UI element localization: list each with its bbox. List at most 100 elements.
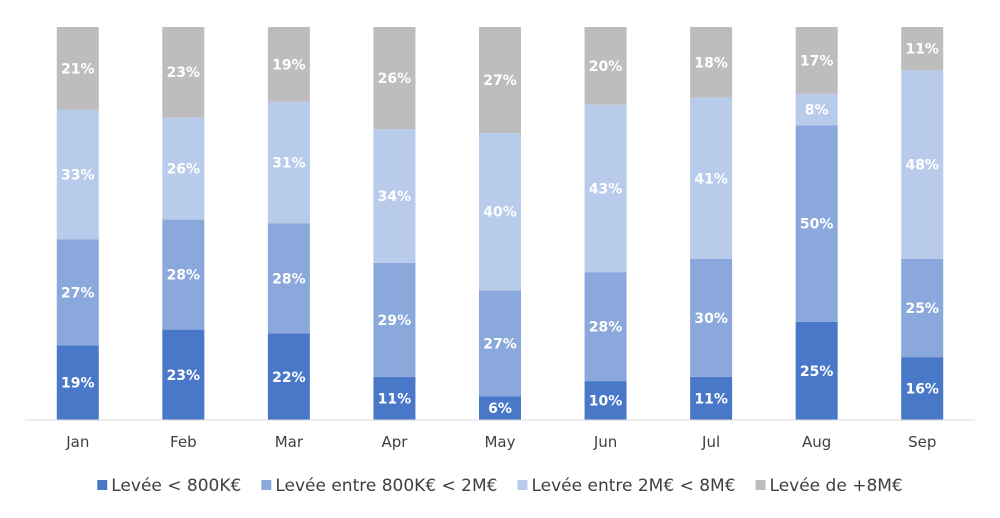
legend-swatch	[97, 480, 108, 490]
bar-segment	[901, 258, 944, 358]
bar-segment	[162, 27, 205, 118]
bar-stack-jul: 11% 30% 41% 18%	[690, 27, 733, 420]
legend-item: Levée entre 800K€ < 2M€	[261, 476, 497, 496]
data-label: 11%	[694, 391, 728, 407]
bar-segment	[162, 117, 205, 220]
bar-segment	[690, 376, 733, 420]
legend: Levée < 800K€ Levée entre 800K€ < 2M€ Levé…	[97, 476, 903, 496]
data-label: 40%	[483, 205, 517, 221]
data-label: 18%	[694, 55, 728, 71]
bar-segment	[479, 290, 521, 397]
bar-segment	[373, 129, 416, 263]
bar-segment	[56, 27, 99, 110]
bar-segment	[795, 125, 838, 322]
legend-label: Levée < 800K€	[111, 476, 241, 496]
legend-swatch	[755, 480, 766, 490]
data-label: 19%	[272, 57, 306, 73]
bar-segment	[267, 101, 310, 224]
data-label: 28%	[167, 268, 201, 284]
bar-stack-aug: 25% 50% 8% 17%	[795, 27, 838, 420]
bar-segment	[162, 219, 205, 330]
bar-segment	[56, 239, 99, 346]
legend-item: Levée < 800K€	[97, 476, 241, 496]
data-label: 23%	[167, 368, 201, 384]
bar-segment	[690, 27, 733, 98]
x-tick-label: Apr	[381, 433, 408, 451]
bar-segment	[795, 321, 838, 420]
data-label: 25%	[800, 364, 834, 380]
x-tick-label: Mar	[275, 433, 304, 451]
data-label: 27%	[483, 336, 517, 352]
bars-layer: 19% 27% 33% 21% 23% 28% 26% 23% 22% 28% 31% 19% 11% 2…	[56, 27, 944, 420]
bar-segment	[479, 396, 521, 420]
x-tick-labels: Jan Feb Mar Apr May Jun Jul Aug Sep	[65, 433, 936, 451]
bar-segment	[479, 133, 521, 291]
x-tick-label: Jan	[65, 433, 89, 451]
bar-segment	[901, 357, 944, 420]
bar-segment	[267, 27, 310, 102]
data-label: 19%	[61, 376, 95, 392]
bar-segment	[162, 329, 205, 420]
data-label: 20%	[589, 59, 623, 75]
x-tick-label: May	[484, 433, 515, 451]
bar-segment	[56, 109, 99, 240]
bar-segment	[373, 376, 416, 420]
bar-stack-feb: 23% 28% 26% 23%	[162, 27, 205, 420]
data-label: 11%	[378, 391, 412, 407]
data-label: 34%	[378, 189, 412, 205]
legend-swatch	[517, 480, 528, 490]
bar-segment	[901, 27, 944, 71]
data-label: 17%	[800, 53, 834, 69]
data-label: 23%	[167, 65, 201, 81]
data-label: 26%	[167, 161, 201, 177]
data-label: 41%	[694, 171, 728, 187]
data-label: 11%	[905, 42, 939, 58]
bar-segment	[479, 27, 521, 134]
bar-segment	[795, 27, 838, 94]
bar-segment	[267, 333, 310, 420]
bar-stack-jun: 10% 28% 43% 20%	[584, 27, 627, 420]
data-label: 43%	[589, 181, 623, 197]
data-label: 28%	[589, 320, 623, 336]
bar-segment	[584, 381, 627, 420]
bar-segment	[584, 104, 627, 273]
bar-segment	[267, 223, 310, 334]
bar-segment	[373, 27, 416, 130]
bar-segment	[373, 262, 416, 377]
bar-segment	[901, 70, 944, 259]
legend-item: Levée de +8M€	[755, 476, 903, 496]
data-label: 28%	[272, 272, 306, 288]
bar-stack-may: 6% 27% 40% 27%	[479, 27, 521, 420]
legend-item: Levée entre 2M€ < 8M€	[517, 476, 736, 496]
data-label: 27%	[61, 285, 95, 301]
data-label: 10%	[589, 394, 623, 410]
data-label: 25%	[905, 301, 939, 317]
bar-stack-jan: 19% 27% 33% 21%	[56, 27, 99, 420]
bar-segment	[690, 258, 733, 377]
legend-label: Levée entre 2M€ < 8M€	[531, 476, 735, 496]
data-label: 8%	[805, 103, 829, 119]
bar-segment	[690, 97, 733, 259]
data-label: 48%	[905, 158, 939, 174]
bar-segment	[584, 272, 627, 382]
data-label: 22%	[272, 370, 306, 386]
data-label: 33%	[61, 167, 95, 183]
bar-segment	[795, 93, 838, 126]
bar-stack-mar: 22% 28% 31% 19%	[267, 27, 310, 420]
x-tick-label: Sep	[908, 433, 936, 451]
data-label: 26%	[378, 71, 412, 87]
data-label: 50%	[800, 217, 834, 233]
data-label: 30%	[694, 311, 728, 327]
x-tick-label: Feb	[170, 433, 197, 451]
legend-label: Levée entre 800K€ < 2M€	[275, 476, 497, 496]
legend-label: Levée de +8M€	[770, 476, 903, 496]
bar-segment	[56, 345, 99, 420]
data-label: 31%	[272, 156, 306, 172]
data-label: 21%	[61, 61, 95, 77]
x-tick-label: Aug	[802, 433, 831, 451]
bar-stack-apr: 11% 29% 34% 26%	[373, 27, 416, 420]
legend-swatch	[261, 480, 272, 490]
bar-stack-sep: 16% 25% 48% 11%	[901, 27, 944, 420]
data-label: 27%	[483, 73, 517, 89]
